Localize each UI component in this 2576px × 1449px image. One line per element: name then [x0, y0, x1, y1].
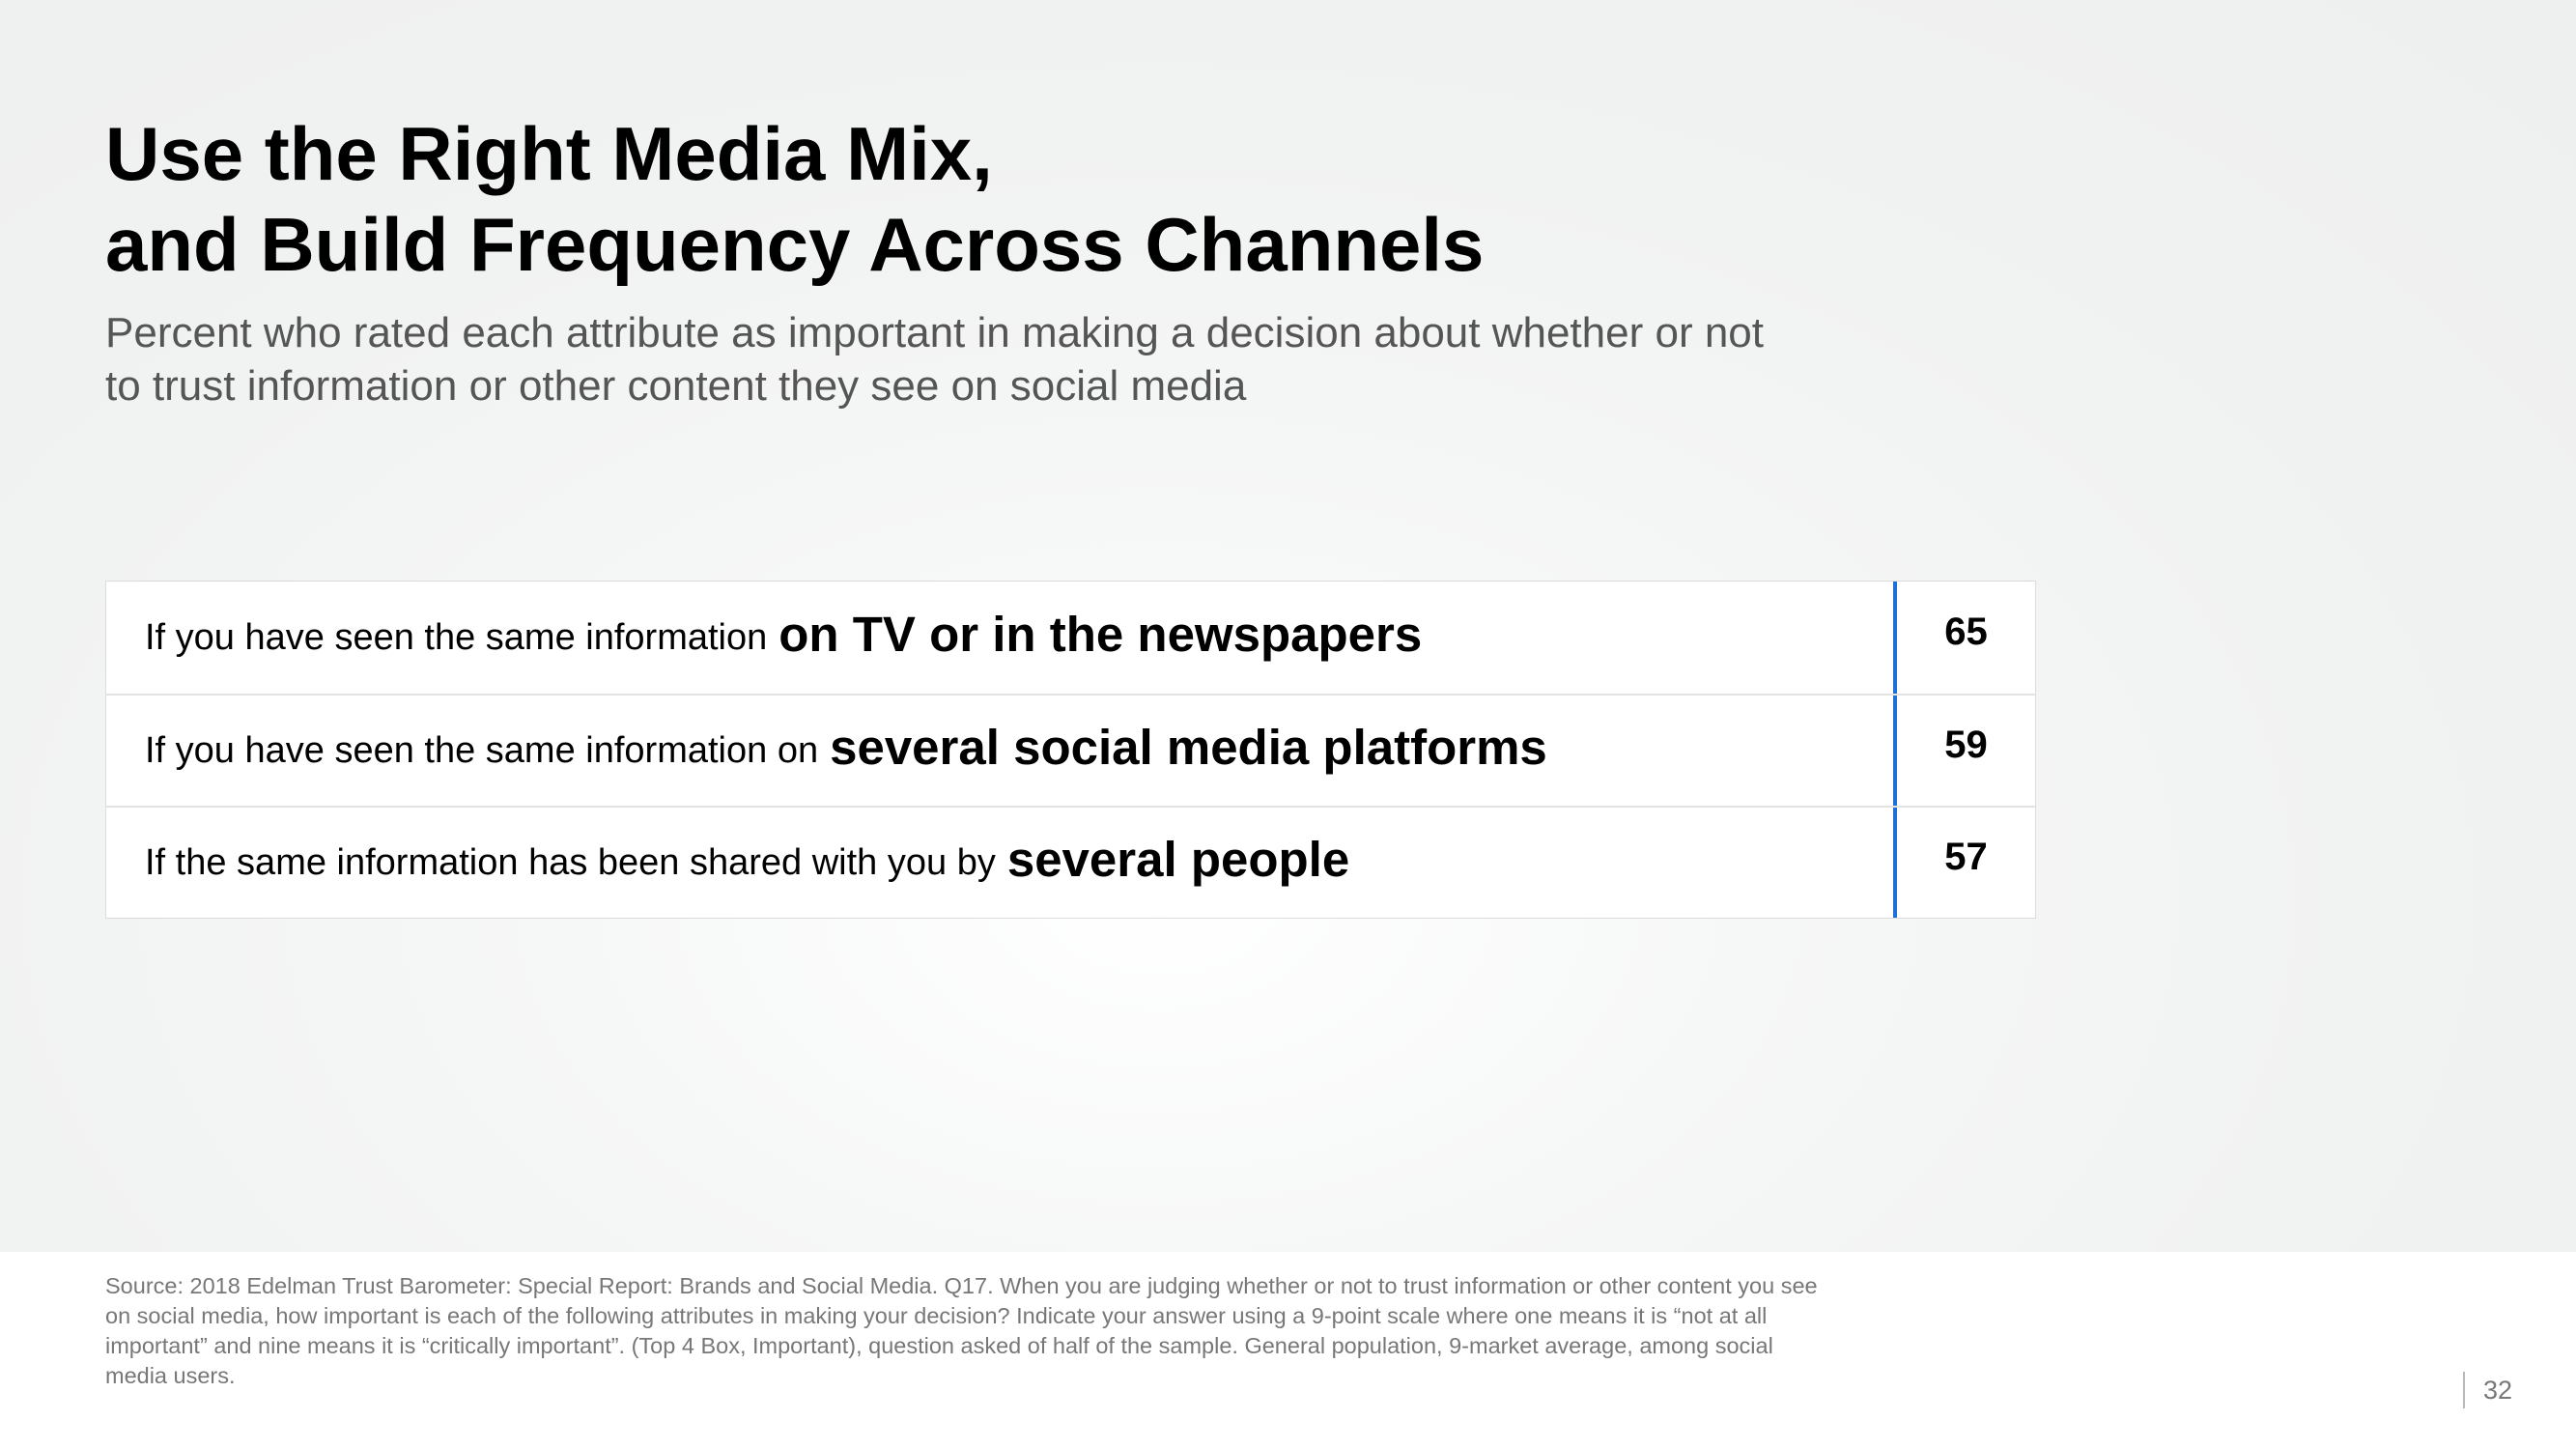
- source-line: media users.: [105, 1363, 236, 1388]
- row-value-cell: 57: [1893, 808, 2035, 918]
- table-row: If you have seen the same information on…: [106, 582, 2035, 694]
- source-line: Source: 2018 Edelman Trust Barometer: Sp…: [105, 1273, 1818, 1298]
- row-label-emphasis: several social media platforms: [830, 719, 1547, 775]
- row-value: 65: [1944, 610, 1988, 653]
- source-line: on social media, how important is each o…: [105, 1303, 1768, 1328]
- source-line: important” and nine means it is “critica…: [105, 1333, 1773, 1358]
- row-label-emphasis: several people: [1006, 831, 1350, 887]
- slide-footer: Source: 2018 Edelman Trust Barometer: Sp…: [0, 1252, 2576, 1449]
- slide-subtitle-line: to trust information or other content th…: [105, 362, 1247, 410]
- page-number: 32: [2483, 1376, 2513, 1405]
- slide-subtitle-line: Percent who rated each attribute as impo…: [105, 309, 1764, 356]
- slide-title-line: and Build Frequency Across Channels: [105, 202, 1485, 287]
- slide-title-line: Use the Right Media Mix,: [105, 111, 993, 196]
- row-value-cell: 65: [1893, 582, 2035, 694]
- row-value: 59: [1944, 723, 1988, 766]
- row-label-prefix: If the same information has been shared …: [145, 841, 996, 883]
- row-value-cell: 59: [1893, 696, 2035, 806]
- attribute-table: If you have seen the same information on…: [105, 581, 2036, 919]
- page-number-divider: [2463, 1372, 2465, 1408]
- row-value: 57: [1944, 835, 1988, 878]
- row-label-emphasis: on TV or in the newspapers: [778, 606, 1423, 662]
- slide-title: Use the Right Media Mix, and Build Frequ…: [105, 108, 1484, 290]
- row-label-prefix: If you have seen the same information on: [145, 729, 819, 771]
- row-label: If you have seen the same information on…: [106, 582, 1893, 694]
- row-label-prefix: If you have seen the same information: [145, 616, 768, 658]
- table-row: If the same information has been shared …: [106, 806, 2035, 918]
- row-label: If you have seen the same information on…: [106, 696, 1893, 806]
- row-label: If the same information has been shared …: [106, 808, 1893, 918]
- source-note: Source: 2018 Edelman Trust Barometer: Sp…: [105, 1271, 1960, 1391]
- slide-subtitle: Percent who rated each attribute as impo…: [105, 306, 1764, 412]
- table-row: If you have seen the same information on…: [106, 694, 2035, 806]
